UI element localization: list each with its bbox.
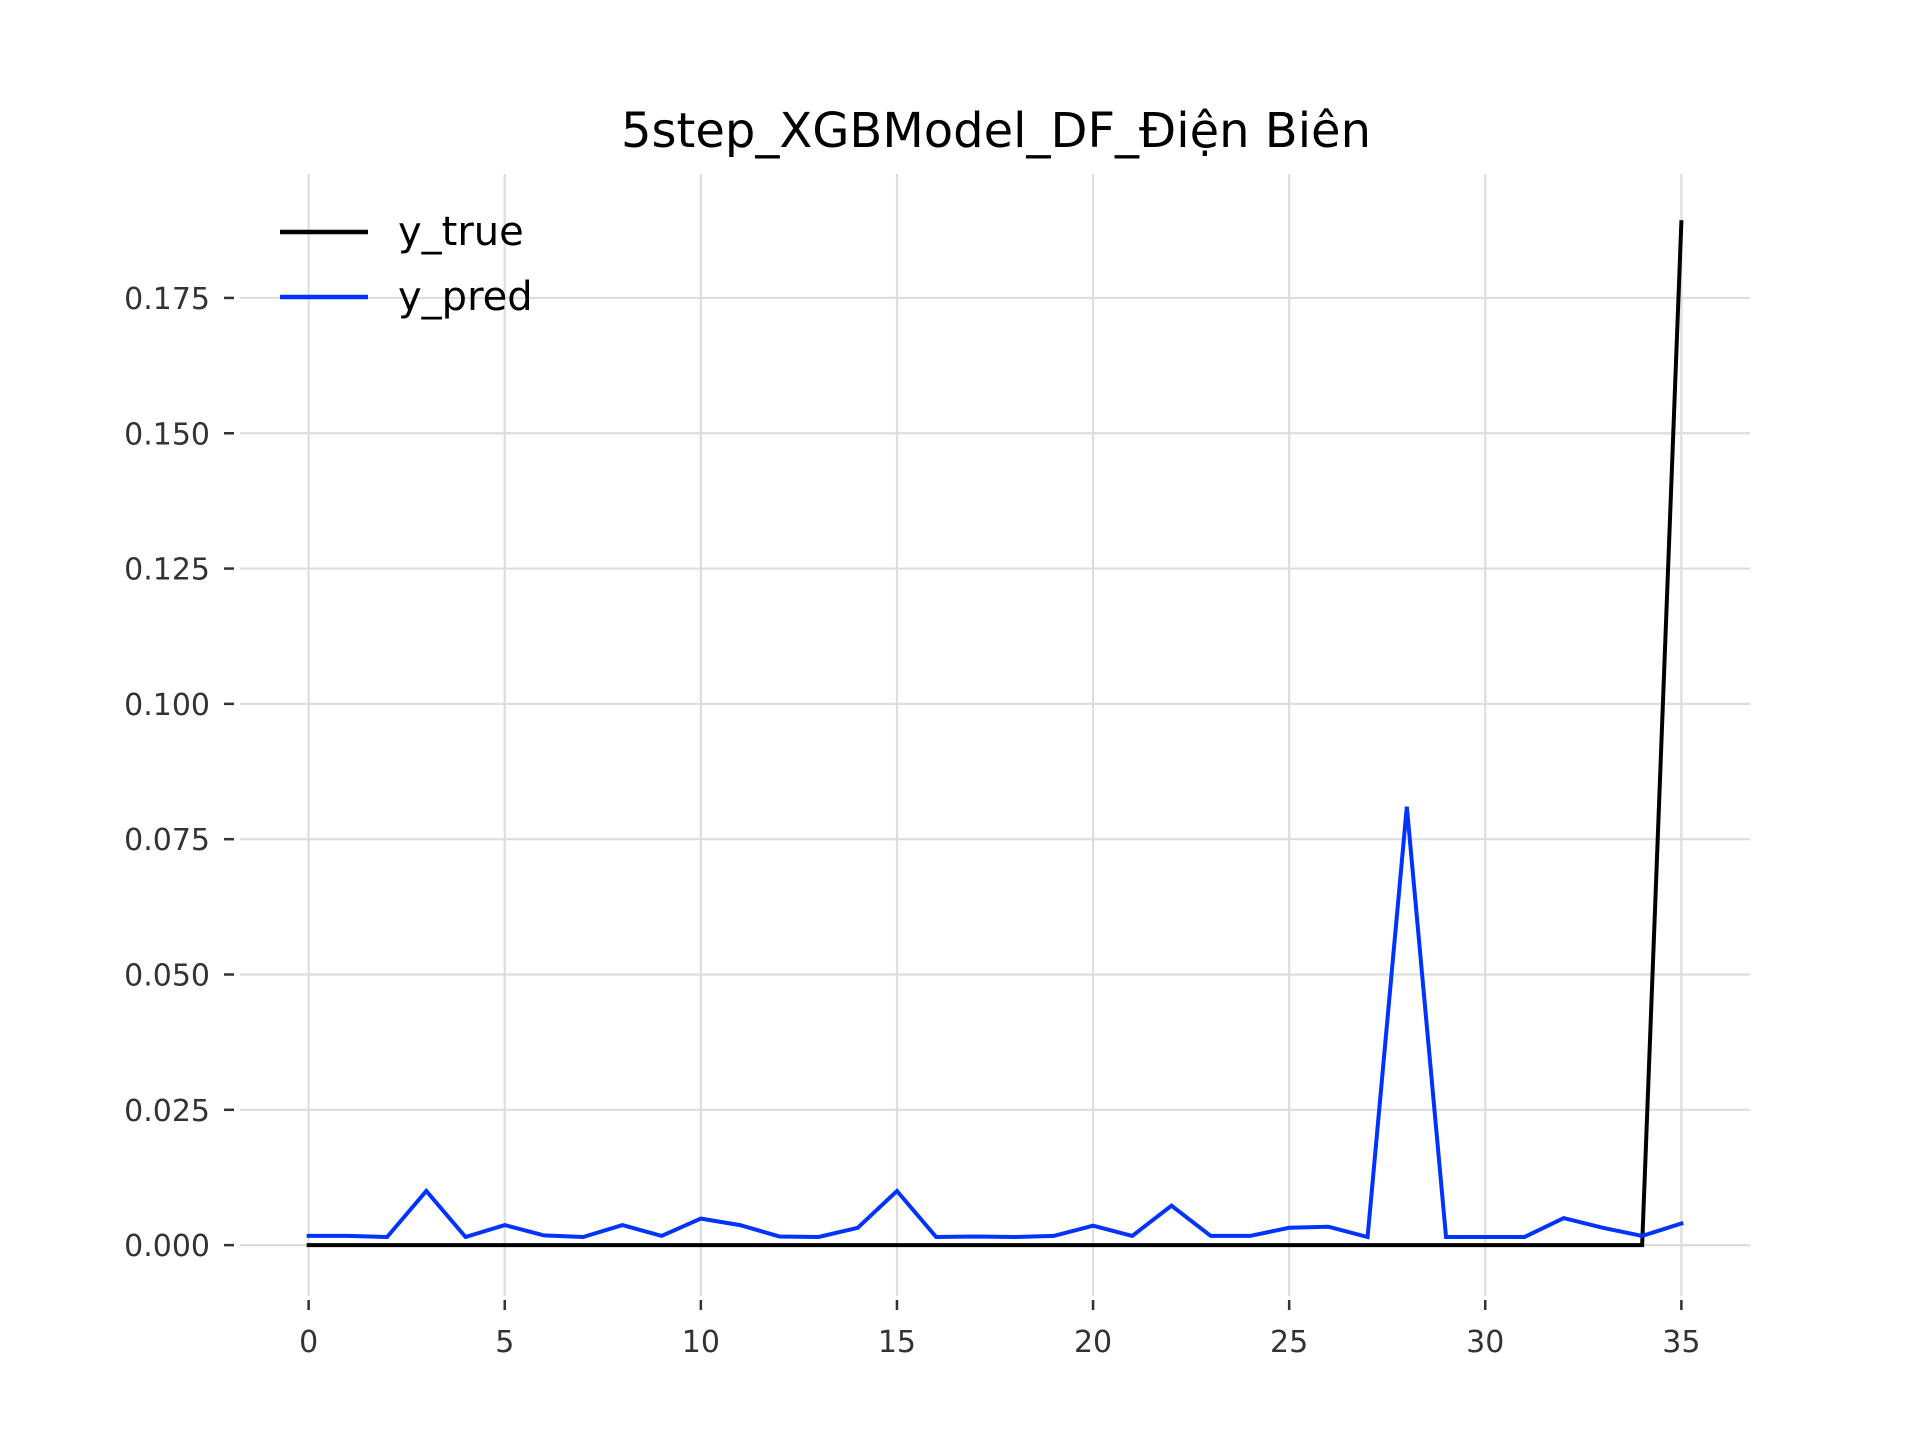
y-tick-label: 0.125 <box>124 553 210 588</box>
x-tick-label: 5 <box>495 1325 514 1360</box>
y-tick-label: 0.100 <box>124 688 210 723</box>
y-tick-label: 0.000 <box>124 1229 210 1264</box>
y-tick-label: 0.050 <box>124 959 210 994</box>
x-tick-label: 25 <box>1270 1325 1308 1360</box>
x-tick-label: 20 <box>1074 1325 1112 1360</box>
x-tick-label: 0 <box>299 1325 318 1360</box>
x-tick-label: 35 <box>1662 1325 1700 1360</box>
y-tick-label: 0.150 <box>124 417 210 452</box>
x-tick-label: 15 <box>878 1325 916 1360</box>
series-layer <box>306 220 1684 1248</box>
legend: y_true y_pred <box>280 209 533 320</box>
legend-label-y-pred: y_pred <box>398 274 533 320</box>
chart-title: 5step_XGBModel_DF_Điện Biên <box>621 103 1371 159</box>
grid-layer <box>240 174 1750 1296</box>
series-line-y-pred <box>306 806 1684 1240</box>
x-tick-label: 10 <box>682 1325 720 1360</box>
x-tick-label: 30 <box>1466 1325 1504 1360</box>
y-tick-label: 0.175 <box>124 282 210 317</box>
axis-layer: 0 5 10 15 20 25 30 35 0.000 0.025 0.050 0.075 0.100 0… <box>124 282 1700 1360</box>
y-tick-label: 0.075 <box>124 823 210 858</box>
series-line-y-true <box>306 220 1684 1248</box>
y-tick-label: 0.025 <box>124 1094 210 1129</box>
legend-label-y-true: y_true <box>398 209 524 255</box>
